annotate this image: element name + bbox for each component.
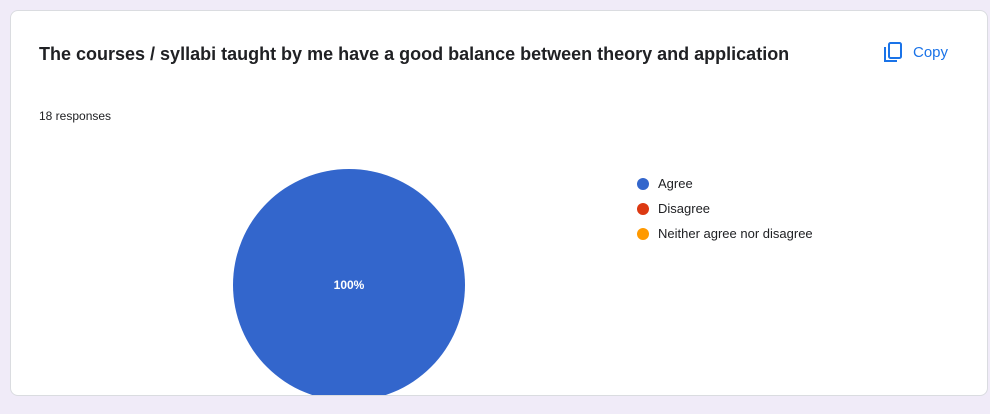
pie-chart: 100% <box>233 169 465 395</box>
legend-swatch-disagree <box>637 202 649 215</box>
legend-swatch-agree <box>637 177 649 190</box>
copy-label: Copy <box>913 43 949 61</box>
pie-slice-agree <box>233 169 465 395</box>
copy-button[interactable]: Copy <box>877 37 954 67</box>
legend-swatch-neither-agree-nor-disagree <box>637 227 649 240</box>
legend-item-agree: Agree <box>637 171 813 196</box>
legend-label-agree: Agree <box>658 176 693 191</box>
question-title: The courses / syllabi taught by me have … <box>39 44 790 64</box>
legend-item-disagree: Disagree <box>637 196 813 221</box>
legend-label-neither-agree-nor-disagree: Neither agree nor disagree <box>658 226 813 241</box>
legend-label-disagree: Disagree <box>658 201 711 216</box>
response-count: 18 responses <box>39 109 112 123</box>
pie-data-label-agree: 100% <box>334 278 365 292</box>
chart-legend: Agree Disagree Neither agree nor disagree <box>637 171 813 246</box>
question-card: The courses / syllabi taught by me have … <box>10 10 988 396</box>
copy-icon <box>883 41 903 63</box>
legend-item-neither-agree-nor-disagree: Neither agree nor disagree <box>637 221 813 246</box>
